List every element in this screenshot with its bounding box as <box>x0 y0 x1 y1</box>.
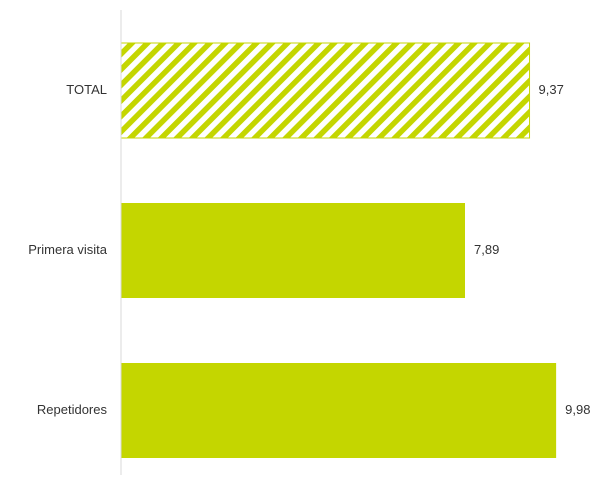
category-label-repetidores: Repetidores <box>37 402 108 417</box>
bar-repetidores <box>121 363 557 458</box>
value-label-repetidores: 9,98 <box>565 402 590 417</box>
bar-primera-visita <box>121 203 466 298</box>
category-label-total: TOTAL <box>66 82 107 97</box>
value-label-primera-visita: 7,89 <box>474 242 499 257</box>
value-label-total: 9,37 <box>539 82 564 97</box>
labels-group: TOTAL 9,37 Primera visita 7,89 Repetidores 9,… <box>28 82 590 417</box>
bars-group <box>120 42 557 458</box>
bar-total <box>120 42 531 139</box>
category-label-primera-visita: Primera visita <box>28 242 108 257</box>
